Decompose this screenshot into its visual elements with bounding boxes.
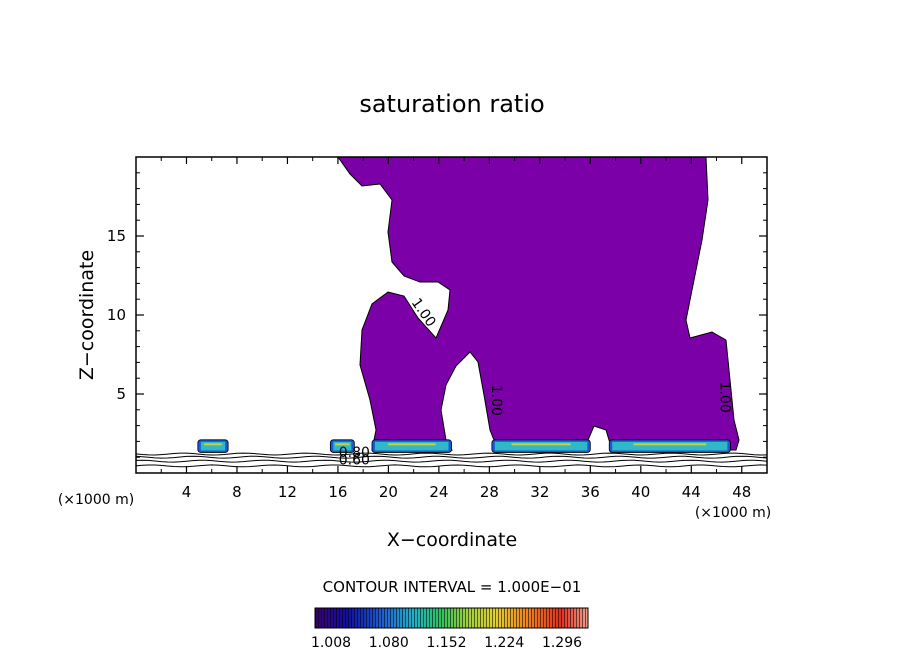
y-tick-labels: 5 10 15 <box>107 227 126 403</box>
y-axis-label: Z−coordinate <box>76 250 98 380</box>
axis-ticks <box>136 157 767 473</box>
y-tick-label: 5 <box>116 385 126 403</box>
contour-label: 1.00 <box>488 385 504 416</box>
x-axis-label: X−coordinate <box>387 529 517 551</box>
colorbar-tick-label: 1.008 <box>311 635 351 651</box>
cloud-band-core <box>612 441 728 451</box>
x-tick-label: 44 <box>682 483 701 501</box>
x-tick-label: 24 <box>429 483 448 501</box>
x-tick-label: 28 <box>480 483 499 501</box>
plot-area: 1.001.00 1.000.800.60 <box>136 157 767 468</box>
cloud-band-core <box>333 441 352 451</box>
cloud-band-peak <box>335 443 350 446</box>
colorbar-tick-label: 1.080 <box>369 635 409 651</box>
saturated-region <box>337 157 740 451</box>
surface-contour-line <box>136 459 767 463</box>
x-tick-label: 32 <box>530 483 549 501</box>
x-tick-label: 40 <box>631 483 650 501</box>
surface-contour-line <box>136 464 767 468</box>
surface-contour-line <box>136 455 767 459</box>
colorbar-tick-labels: 1.008 1.080 1.152 1.224 1.296 <box>311 635 582 651</box>
colorbar-stripes <box>315 608 588 628</box>
x-tick-label: 36 <box>581 483 600 501</box>
cloud-bands <box>197 439 731 453</box>
x-unit-label-right: (×1000 m) <box>695 505 771 521</box>
chart-title: saturation ratio <box>359 90 544 118</box>
x-tick-label: 16 <box>328 483 347 501</box>
cloud-band-peak <box>511 443 571 446</box>
contour-label: 0.60 <box>339 452 370 468</box>
x-tick-label: 4 <box>182 483 192 501</box>
colorbar-tick-label: 1.296 <box>542 635 582 651</box>
x-unit-label-left: (×1000 m) <box>58 492 134 508</box>
contour-label: 1.00 <box>716 382 732 413</box>
surface-contour-line <box>136 452 767 456</box>
contour-interval-text: CONTOUR INTERVAL = 1.000E−01 <box>323 578 582 596</box>
cloud-band-peak <box>387 443 436 446</box>
cloud-band-peak <box>633 443 707 446</box>
y-tick-label: 15 <box>107 227 126 245</box>
cloud-band-core <box>494 441 588 451</box>
cloud-band-core <box>374 441 449 451</box>
x-tick-label: 8 <box>232 483 242 501</box>
colorbar: 1.008 1.080 1.152 1.224 1.296 <box>311 607 589 651</box>
x-tick-labels: 4 8 12 16 20 24 28 32 36 40 44 48 <box>182 483 752 501</box>
surface-contours <box>136 452 767 468</box>
cloud-band-peak <box>203 443 223 446</box>
y-tick-label: 10 <box>107 306 126 324</box>
colorbar-tick-label: 1.224 <box>484 635 524 651</box>
x-tick-label: 48 <box>732 483 751 501</box>
cloud-band-core <box>200 441 226 451</box>
x-tick-label: 12 <box>278 483 297 501</box>
x-tick-label: 20 <box>379 483 398 501</box>
contour-label: 0.80 <box>339 445 370 461</box>
colorbar-tick-label: 1.152 <box>426 635 466 651</box>
